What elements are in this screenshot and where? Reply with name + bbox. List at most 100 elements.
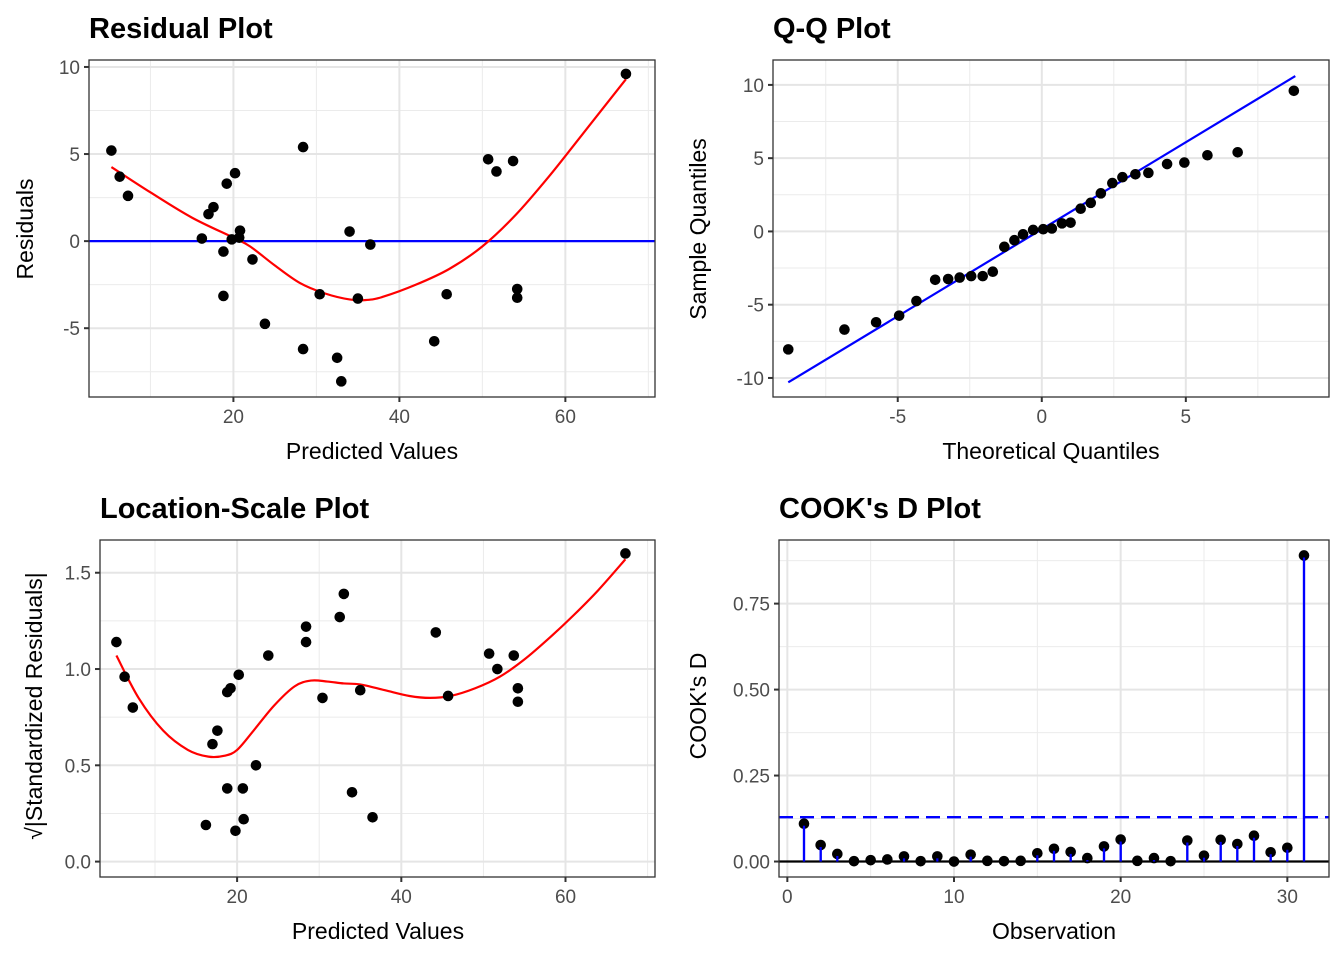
qq-plot-point: [911, 295, 922, 307]
residual-plot-y-tick-label: -5: [63, 319, 80, 340]
cooks-d-plot-point: [915, 855, 926, 867]
residual-plot-data-layer: [89, 68, 655, 387]
residual-plot-point: [482, 153, 494, 165]
cooks-d-plot-axes: 0 10 20 30 0.00 0.25 0.50 0.75: [733, 539, 1330, 908]
location-scale-plot-point: [512, 682, 524, 694]
location-scale-plot-point: [230, 825, 241, 837]
location-scale-plot-point: [620, 548, 631, 559]
qq-plot-y-label: Sample Quantiles: [685, 138, 711, 320]
qq-plot-point: [965, 270, 977, 282]
qq-plot-point: [1027, 224, 1039, 236]
qq-plot-x-tick-label: 5: [1181, 407, 1192, 428]
qq-plot-panel: Q-Q Plot -5 0 5 -10 -5 0 5 10 Theoretical Quant…: [685, 13, 1330, 464]
cooks-d-plot-point: [1115, 834, 1126, 845]
cooks-d-plot-x-tick-label: 20: [1110, 887, 1131, 908]
location-scale-plot-point: [225, 682, 236, 694]
residual-plot-point: [233, 232, 245, 243]
residual-plot-point: [491, 166, 502, 177]
residual-plot-point: [218, 246, 229, 257]
qq-plot-x-label: Theoretical Quantiles: [942, 438, 1159, 464]
cooks-d-plot-point: [1282, 842, 1293, 854]
cooks-d-plot-y-tick-label: 0.75: [733, 595, 770, 616]
qq-plot-y-tick-label: -5: [747, 296, 764, 317]
qq-plot-point: [1179, 157, 1190, 168]
qq-plot-point: [839, 324, 850, 335]
location-scale-plot-y-tick-label: 1.0: [65, 660, 91, 681]
qq-plot-point: [954, 272, 965, 283]
location-scale-plot-point: [127, 702, 139, 713]
cooks-d-plot-x-tick-label: 10: [943, 887, 964, 908]
qq-plot-x-tick-label: -5: [889, 407, 906, 428]
residual-plot-y-tick-label: 0: [69, 232, 80, 253]
location-scale-plot-point: [300, 636, 312, 648]
qq-plot-point: [782, 344, 794, 355]
location-scale-plot-point: [111, 636, 122, 648]
qq-plot-y-tick-label: 10: [743, 76, 764, 97]
cooks-d-plot-point: [1082, 852, 1093, 864]
qq-plot-point: [1046, 223, 1058, 234]
cooks-d-plot-point: [932, 851, 943, 862]
location-scale-plot-data-layer: [111, 548, 631, 837]
qq-plot-point: [929, 274, 941, 286]
residual-plot-y-tick-label: 5: [69, 145, 80, 166]
cooks-d-plot-point: [865, 854, 876, 866]
residual-plot-point: [218, 290, 229, 302]
residual-plot-point: [365, 239, 376, 250]
location-scale-plot-point: [354, 684, 366, 696]
qq-plot-point: [1107, 177, 1118, 189]
cooks-d-plot-point: [1248, 830, 1260, 842]
residual-plot-panel: Residual Plot 20 40 60 -5 0 5 10 Predicted Val…: [12, 13, 656, 464]
cooks-d-plot-point: [965, 849, 976, 860]
qq-plot-point: [977, 270, 989, 282]
location-scale-plot-smooth-curve: [115, 558, 627, 759]
qq-plot-y-tick-label: 5: [753, 149, 764, 170]
residual-plot-point: [208, 201, 219, 213]
qq-plot-point: [893, 310, 905, 321]
location-scale-plot-point: [492, 663, 503, 675]
cooks-d-plot-point: [1065, 846, 1076, 858]
qq-plot-y-tick-label: 0: [753, 222, 764, 243]
cooks-d-plot-point: [1148, 852, 1160, 864]
residual-plot-x-label: Predicted Values: [286, 438, 458, 464]
location-scale-plot-panel-border: [99, 539, 656, 878]
cooks-d-plot-marks: [779, 550, 1329, 867]
qq-plot-x-tick-label: 0: [1036, 407, 1047, 428]
qq-plot-point: [1130, 168, 1141, 180]
cooks-d-plot-point: [815, 839, 826, 851]
location-scale-plot-background: [100, 540, 655, 877]
cooks-d-plot-point: [1098, 841, 1110, 852]
qq-plot-point: [1085, 197, 1097, 209]
location-scale-plot-point: [334, 611, 346, 623]
residual-plot-point: [106, 145, 117, 156]
location-scale-plot-point: [221, 783, 233, 794]
qq-plot-point: [1232, 147, 1243, 158]
qq-plot-point: [1037, 223, 1049, 235]
cooks-d-plot-point: [1198, 850, 1210, 861]
cooks-d-plot-point: [998, 855, 1010, 867]
residual-plot-point: [259, 318, 271, 330]
residual-plot-point: [620, 68, 632, 80]
residual-plot-point: [441, 288, 452, 300]
cooks-d-plot-y-label: COOK's D: [685, 653, 711, 760]
location-scale-plot-point: [300, 621, 312, 632]
qq-plot-point: [1065, 217, 1076, 228]
cooks-d-plot-x-tick-label: 0: [782, 887, 793, 908]
residual-plot-grid: [89, 60, 655, 397]
location-scale-plot-point: [238, 813, 249, 825]
location-scale-plot-y-label: √|Standardized Residuals|: [21, 572, 47, 840]
cooks-d-plot-point: [1015, 855, 1026, 867]
residual-plot-point: [297, 141, 309, 153]
residual-plot-point: [297, 343, 309, 355]
location-scale-plot-point: [212, 725, 223, 736]
location-scale-plot-point: [442, 690, 454, 702]
location-scale-plot-point: [430, 627, 442, 638]
cooks-d-plot-background: [779, 540, 1329, 877]
cooks-d-plot-point: [898, 851, 910, 862]
cooks-d-plot-point: [1165, 855, 1176, 867]
residual-plot-background: [89, 60, 655, 397]
cooks-d-plot-y-tick-label: 0.00: [733, 853, 770, 874]
cooks-d-plot-title: COOK's D Plot: [779, 493, 981, 525]
residual-plot-x-tick-label: 60: [555, 407, 576, 428]
qq-plot-point: [942, 273, 954, 285]
location-scale-plot-point: [338, 588, 350, 600]
